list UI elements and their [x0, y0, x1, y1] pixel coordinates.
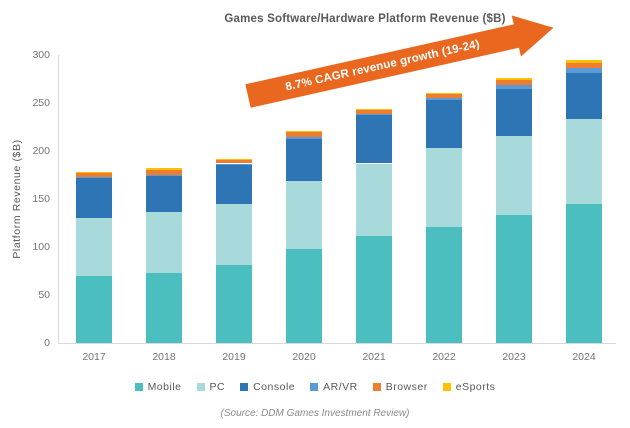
bar-2018-console [146, 175, 182, 213]
legend-item-mobile: Mobile [134, 381, 182, 393]
y-tick-300: 300 [32, 49, 50, 61]
legend-label: eSports [455, 381, 496, 393]
x-tick-2020: 2020 [292, 351, 316, 363]
legend-label: Mobile [147, 381, 182, 393]
bar-2021-arvr [356, 113, 392, 116]
bar-2021-esports [356, 108, 392, 110]
bar-2021-console [356, 115, 392, 164]
y-tick-250: 250 [32, 97, 50, 109]
bar-2018-mobile [146, 272, 182, 343]
bar-2022-console [426, 100, 462, 149]
bar-2019-esports [216, 158, 252, 160]
bar-2019-browser [216, 159, 252, 164]
legend-label: AR/VR [323, 381, 358, 393]
legend-item-esports: eSports [442, 381, 496, 393]
legend: Mobile PC Console AR/VR Browser eSports [0, 381, 630, 393]
bar-2024-mobile [566, 203, 602, 343]
x-tick-2019: 2019 [222, 351, 246, 363]
legend-label: Browser [385, 381, 428, 393]
bar-2017-browser [76, 173, 112, 177]
legend-swatch-icon [134, 383, 143, 391]
bar-2023-arvr [496, 84, 532, 89]
bar-2022-mobile [426, 226, 462, 343]
bar-2017-esports [76, 172, 112, 174]
x-tick-2018: 2018 [152, 351, 176, 363]
legend-swatch-icon [442, 383, 451, 391]
x-tick-2024: 2024 [572, 351, 596, 363]
legend-item-console: Console [240, 381, 295, 393]
legend-label: PC [209, 381, 226, 393]
legend-item-browser: Browser [372, 381, 428, 393]
y-tick-50: 50 [38, 289, 50, 301]
bar-2022-arvr [426, 98, 462, 101]
bar-2020-mobile [286, 248, 322, 343]
bar-2018-browser [146, 170, 182, 175]
y-axis-title: Platform Revenue ($B) [11, 139, 23, 259]
bar-2017-mobile [76, 275, 112, 343]
source-note: (Source: DDM Games Investment Review) [220, 408, 410, 419]
bar-2024-console [566, 73, 602, 120]
x-tick-2023: 2023 [502, 351, 526, 363]
legend-swatch-icon [196, 383, 205, 391]
bar-2023-browser [496, 79, 532, 85]
legend-item-pc: PC [196, 381, 226, 393]
bar-2020-console [286, 138, 322, 181]
bar-2018-esports [146, 168, 182, 171]
bar-2017-console [76, 177, 112, 219]
bar-2017-pc [76, 218, 112, 276]
chart-title: Games Software/Hardware Platform Revenue… [224, 13, 506, 25]
x-tick-2022: 2022 [432, 351, 456, 363]
bar-2020-arvr [286, 136, 322, 139]
bar-2024-pc [566, 119, 602, 204]
bar-2018-arvr [146, 175, 182, 176]
legend-item-arvr: AR/VR [310, 381, 358, 393]
legend-swatch-icon [310, 383, 319, 391]
bar-2022-pc [426, 148, 462, 227]
y-tick-150: 150 [32, 193, 50, 205]
bar-2021-mobile [356, 236, 392, 343]
bar-2023-console [496, 88, 532, 136]
legend-label: Console [253, 381, 296, 393]
bar-2018-pc [146, 212, 182, 273]
bar-2022-browser [426, 94, 462, 99]
bar-2021-pc [356, 163, 392, 237]
bar-2019-pc [216, 203, 252, 266]
plot-area: 0 50 100 150 200 250 300 2017 2018 2019 2020 2021 20… [32, 49, 616, 363]
x-tick-2017: 2017 [82, 351, 106, 363]
bar-2023-mobile [496, 215, 532, 343]
bar-2024-arvr [566, 68, 602, 74]
bar-2023-pc [496, 135, 532, 216]
bar-2021-browser [356, 109, 392, 114]
bar-2020-pc [286, 180, 322, 249]
bar-2022-esports [426, 93, 462, 95]
bar-2017-arvr [76, 176, 112, 178]
bar-2020-esports [286, 130, 322, 132]
y-tick-100: 100 [32, 241, 50, 253]
y-tick-200: 200 [32, 145, 50, 157]
bar-2019-console [216, 164, 252, 204]
bar-2024-browser [566, 62, 602, 69]
x-tick-2021: 2021 [362, 351, 386, 363]
bar-2023-esports [496, 78, 532, 80]
legend-swatch-icon [372, 383, 381, 391]
bar-2024-esports [566, 59, 602, 63]
bar-2020-browser [286, 131, 322, 137]
y-tick-0: 0 [44, 337, 50, 349]
legend-swatch-icon [240, 383, 249, 391]
bar-2019-arvr [216, 163, 252, 165]
bar-2019-mobile [216, 265, 252, 343]
